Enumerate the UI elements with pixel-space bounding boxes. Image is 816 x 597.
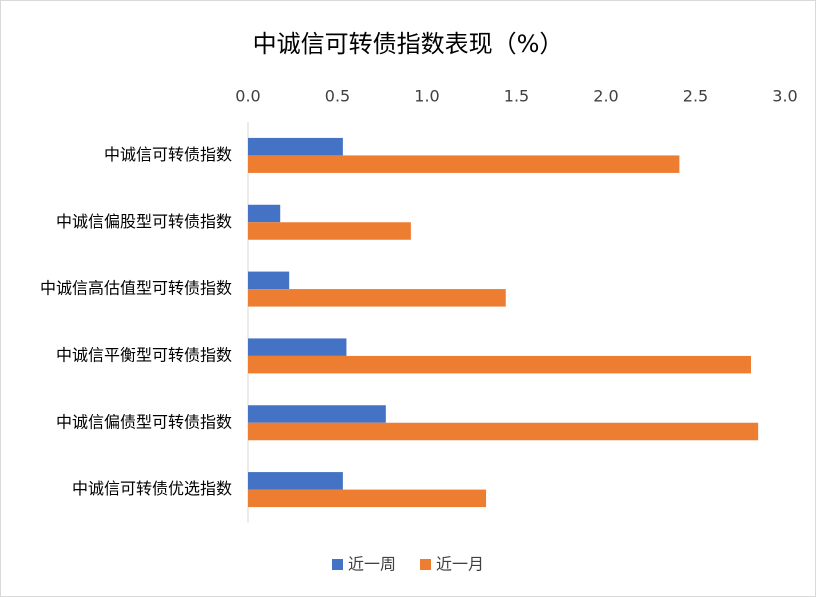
bar: [248, 355, 751, 374]
legend-swatch: [332, 559, 343, 570]
bar: [248, 155, 680, 173]
y-tick-label: 中诚信偏股型可转债指数: [56, 212, 232, 231]
y-tick-label: 中诚信可转债优选指数: [72, 479, 232, 498]
bar: [248, 338, 347, 356]
bar: [248, 271, 290, 290]
bar: [248, 222, 411, 240]
y-tick-label: 中诚信偏债型可转债指数: [56, 412, 232, 431]
legend-label: 近一周: [348, 555, 396, 574]
x-tick-label: 0.5: [325, 87, 350, 106]
x-tick-label: 1.0: [414, 87, 439, 106]
y-tick-label: 中诚信高估值型可转债指数: [40, 279, 232, 298]
y-tick-label: 中诚信平衡型可转债指数: [56, 345, 232, 364]
x-tick-label: 2.0: [593, 87, 618, 106]
bar: [248, 204, 281, 223]
bar: [248, 137, 343, 156]
bar: [248, 405, 386, 423]
bar: [248, 472, 343, 490]
x-tick-label: 1.5: [504, 87, 529, 106]
x-tick-label: 2.5: [683, 87, 708, 106]
legend-label: 近一月: [436, 555, 484, 574]
bar: [248, 422, 759, 441]
chart-title: 中诚信可转债指数表现（%）: [253, 30, 564, 58]
y-tick-label: 中诚信可转债指数: [104, 145, 232, 164]
bar: [248, 489, 487, 508]
bar: [248, 289, 506, 307]
x-tick-label: 0.0: [235, 87, 260, 106]
x-tick-label: 3.0: [772, 87, 797, 106]
legend-swatch: [420, 559, 431, 570]
